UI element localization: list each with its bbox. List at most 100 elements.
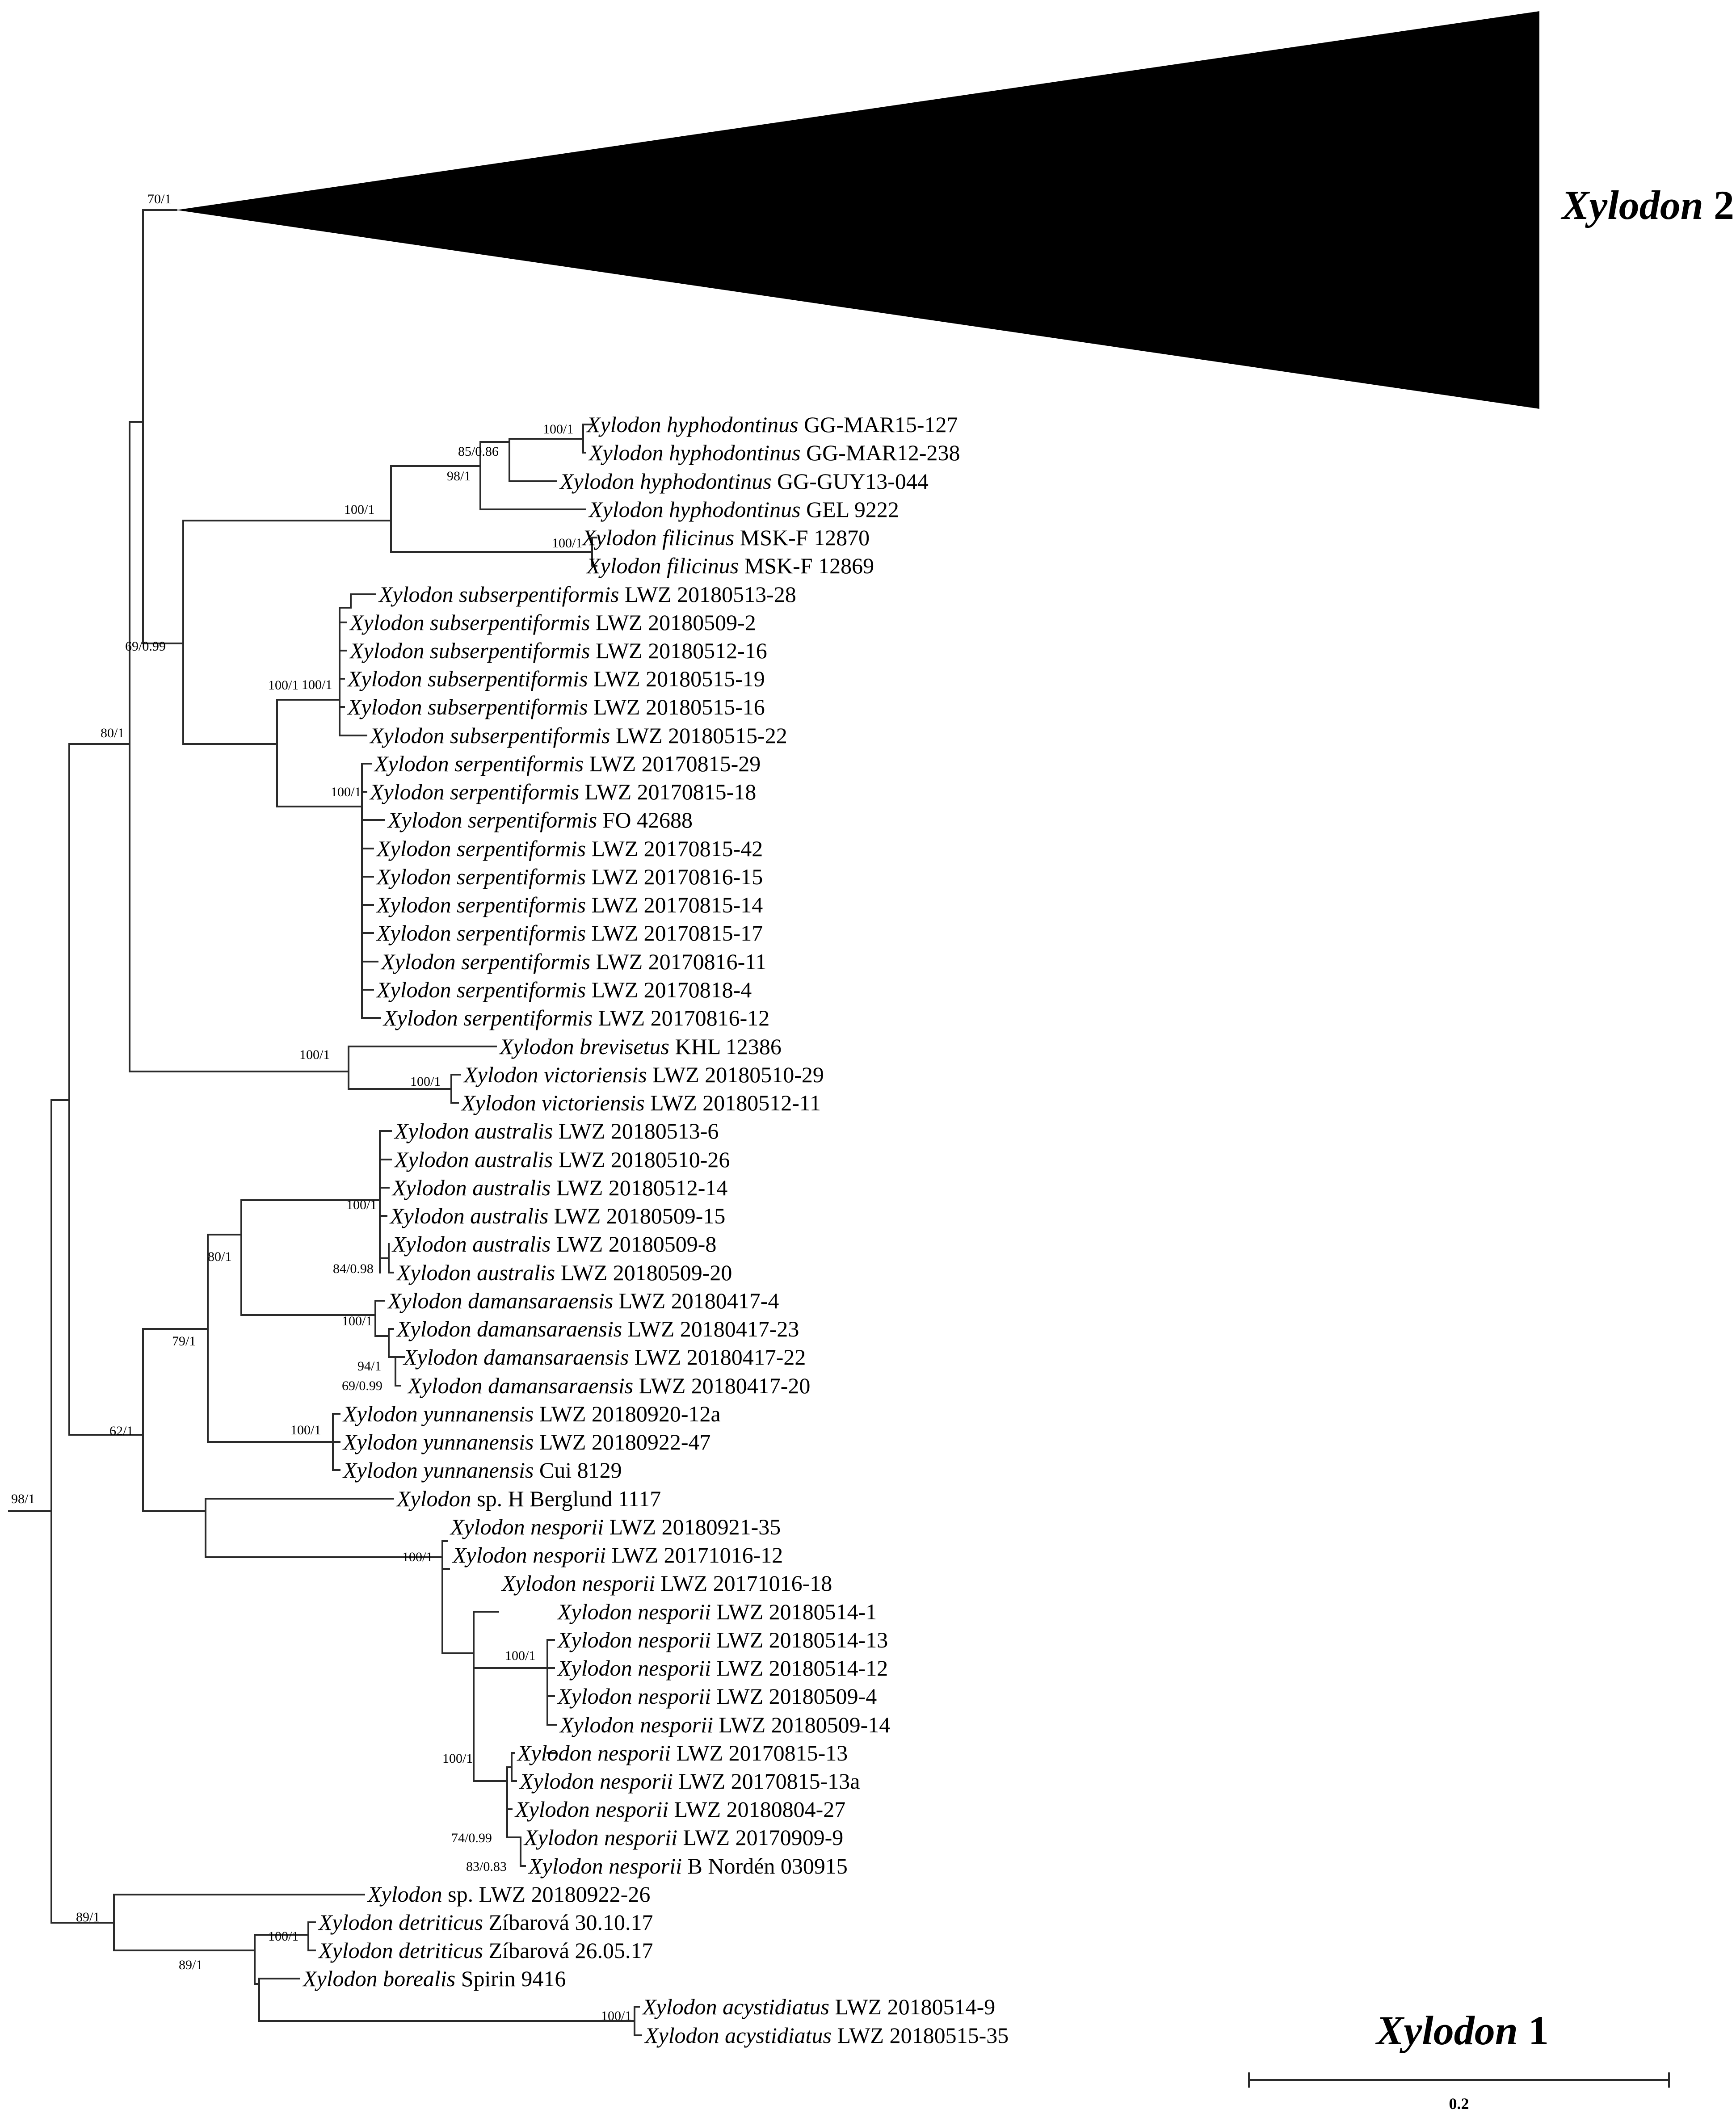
tip-label: Xylodon nesporii LWZ 20180514-1 xyxy=(557,1599,877,1624)
tip-species: nesporii xyxy=(533,1542,606,1567)
support-value: 80/1 xyxy=(101,726,124,740)
tip-label: Xylodon nesporii LWZ 20180514-13 xyxy=(557,1627,888,1652)
tip-genus: Xylodon xyxy=(374,751,449,776)
tip-species: subserpentiformis xyxy=(428,694,588,719)
tip-species: acystidiatus xyxy=(725,2023,832,2048)
tip-species: australis xyxy=(470,1203,548,1228)
tip-species: subserpentiformis xyxy=(459,582,619,607)
tip-genus: Xylodon xyxy=(389,1203,465,1228)
tip-voucher: Zíbarová 26.05.17 xyxy=(489,1938,653,1963)
tip-voucher: LWZ 20180510-26 xyxy=(559,1147,730,1172)
tip-voucher: LWZ 20180509-2 xyxy=(596,610,756,635)
tip-genus: Xylodon xyxy=(394,1147,469,1172)
tip-voucher: LWZ 20180804-27 xyxy=(674,1797,846,1822)
tip-label: Xylodon hyphodontinus GEL 9222 xyxy=(588,497,899,522)
tip-genus: Xylodon xyxy=(557,1656,632,1681)
tip-genus: Xylodon xyxy=(394,1118,469,1143)
tip-label: Xylodon acystidiatus LWZ 20180515-35 xyxy=(644,2023,1009,2048)
support-value: 89/1 xyxy=(179,1958,202,1972)
tip-genus: Xylodon xyxy=(318,1910,393,1935)
tip-genus: Xylodon xyxy=(588,440,664,465)
tip-label: Xylodon serpentiformis LWZ 20170816-15 xyxy=(376,864,763,889)
tip-label: Xylodon hyphodontinus GG-MAR12-238 xyxy=(588,440,960,465)
support-value: 100/1 xyxy=(552,536,582,550)
tip-voucher: MSK-F 12869 xyxy=(744,553,874,578)
tip-species: hyphodontinus xyxy=(640,469,771,494)
tip-genus: Xylodon xyxy=(559,1712,635,1737)
tip-species: australis xyxy=(477,1260,555,1285)
support-value: 100/1 xyxy=(342,1314,372,1328)
tip-species: serpentiformis xyxy=(450,779,579,804)
tip-genus: Xylodon xyxy=(302,1966,378,1991)
tip-genus: Xylodon xyxy=(369,723,445,748)
tip-voucher: LWZ 20180509-20 xyxy=(561,1260,732,1285)
support-value: 83/0.83 xyxy=(466,1859,507,1874)
tip-voucher: LWZ 20180509-4 xyxy=(717,1684,877,1709)
tip-voucher: LWZ 20180512-16 xyxy=(596,638,767,663)
tip-voucher: LWZ 20180417-23 xyxy=(628,1316,799,1341)
tip-voucher: LWZ 20170816-15 xyxy=(592,864,763,889)
tip-voucher: B Nordén 030915 xyxy=(688,1853,848,1878)
tip-species: nesporii xyxy=(638,1684,711,1709)
clade-label-xylodon-1: Xylodon 1 xyxy=(1375,2008,1549,2053)
scale-bar: 0.2 xyxy=(1248,2072,1670,2113)
scale-bar-label: 0.2 xyxy=(1449,2095,1469,2113)
tip-species: nesporii xyxy=(640,1712,713,1737)
tip-species: australis xyxy=(475,1147,553,1172)
tip-genus: Xylodon xyxy=(376,892,451,917)
tip-species: nesporii xyxy=(638,1627,711,1652)
tip-species: nesporii xyxy=(604,1825,677,1850)
tip-species: serpentiformis xyxy=(457,920,586,945)
tip-label: Xylodon subserpentiformis LWZ 20180515-1… xyxy=(347,666,765,691)
tip-voucher: LWZ 20180515-16 xyxy=(593,694,765,719)
tip-label: Xylodon hyphodontinus GG-GUY13-044 xyxy=(559,469,929,494)
tip-genus: Xylodon xyxy=(499,1034,574,1059)
tip-label: Xylodon yunnanensis LWZ 20180920-12a xyxy=(342,1401,721,1426)
tip-label: Xylodon serpentiformis FO 42688 xyxy=(387,807,693,832)
tip-genus: Xylodon xyxy=(396,1260,471,1285)
tip-label: Xylodon damansaraensis LWZ 20180417-22 xyxy=(403,1345,806,1370)
tip-species: serpentiformis xyxy=(457,892,586,917)
tip-genus: Xylodon xyxy=(501,1571,576,1596)
support-value: 100/1 xyxy=(402,1550,433,1564)
tip-sp: sp. xyxy=(448,1882,473,1907)
tip-genus: Xylodon xyxy=(342,1429,418,1454)
tip-species: yunnanensis xyxy=(421,1401,534,1426)
tip-voucher: LWZ 20180512-11 xyxy=(650,1090,821,1115)
tip-species: brevisetus xyxy=(580,1034,669,1059)
tip-label: Xylodon subserpentiformis LWZ 20180509-2 xyxy=(349,610,756,635)
tip-voucher: LWZ 20171016-12 xyxy=(612,1542,783,1567)
tip-voucher: LWZ 20170815-13a xyxy=(679,1769,860,1794)
tip-species: australis xyxy=(472,1231,551,1256)
tip-genus: Xylodon xyxy=(367,1882,442,1907)
tip-species: filicinus xyxy=(667,553,739,578)
tip-label: Xylodon serpentiformis LWZ 20170815-14 xyxy=(376,892,763,917)
tip-label: Xylodon serpentiformis LWZ 20170815-29 xyxy=(374,751,761,776)
tip-genus: Xylodon xyxy=(391,1175,467,1200)
tip-species: serpentiformis xyxy=(457,864,586,889)
tip-species: nesporii xyxy=(595,1797,668,1822)
tip-label: Xylodon subserpentiformis LWZ 20180515-2… xyxy=(369,723,787,748)
tip-voucher: LWZ 20180920-12a xyxy=(539,1401,721,1426)
clade-label-top-genus: Xylodon xyxy=(1560,182,1703,228)
tip-genus: Xylodon xyxy=(378,582,454,607)
support-value: 74/0.99 xyxy=(451,1831,492,1845)
tip-voucher: LWZ 20170815-13 xyxy=(677,1740,848,1765)
tip-genus: Xylodon xyxy=(514,1797,590,1822)
support-value: 98/1 xyxy=(11,1492,35,1506)
tip-genus: Xylodon xyxy=(347,666,422,691)
tip-species: nesporii xyxy=(609,1853,682,1878)
tip-species: australis xyxy=(475,1118,553,1143)
tip-genus: Xylodon xyxy=(387,1288,462,1313)
tip-label: Xylodon serpentiformis LWZ 20170815-17 xyxy=(376,920,763,945)
tip-voucher: LWZ 20180510-29 xyxy=(652,1062,824,1087)
tip-species: hyphodontinus xyxy=(669,497,800,522)
support-value: 89/1 xyxy=(76,1910,100,1925)
tip-species: serpentiformis xyxy=(457,977,586,1002)
tip-genus: Xylodon xyxy=(383,1005,458,1030)
tip-genus: Xylodon xyxy=(349,638,425,663)
tip-label: Xylodon yunnanensis Cui 8129 xyxy=(342,1458,622,1483)
tip-genus: Xylodon xyxy=(588,497,664,522)
tip-label: Xylodon sp. H Berglund 1117 xyxy=(396,1486,661,1511)
tip-species: serpentiformis xyxy=(463,1005,593,1030)
